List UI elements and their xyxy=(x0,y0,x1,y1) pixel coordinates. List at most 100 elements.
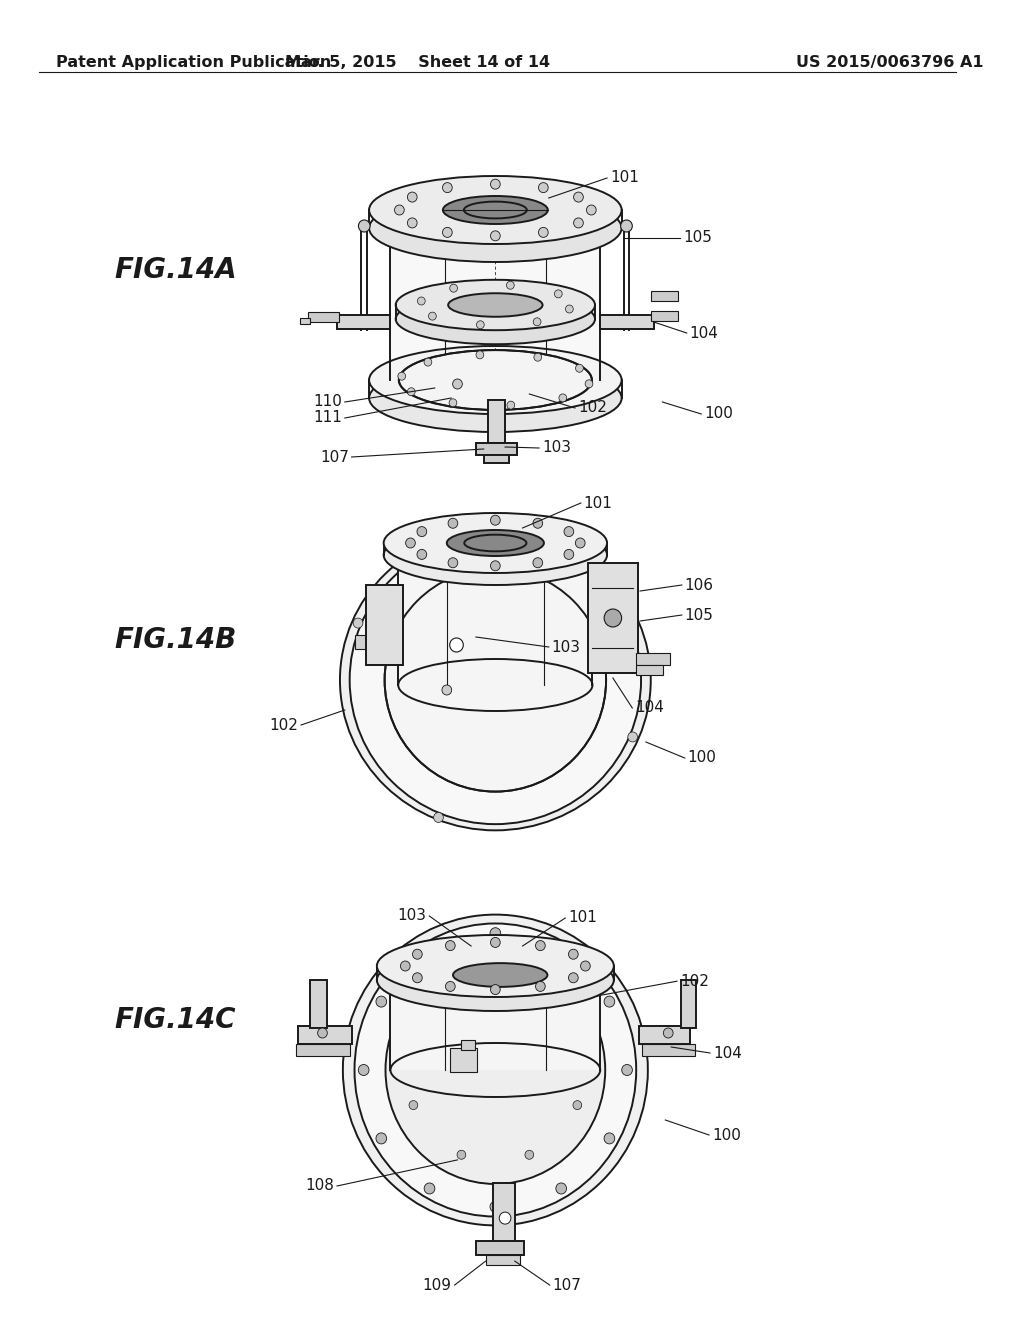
Ellipse shape xyxy=(399,350,592,411)
Circle shape xyxy=(507,401,515,409)
Bar xyxy=(398,554,593,685)
Circle shape xyxy=(418,297,425,305)
Circle shape xyxy=(532,519,543,528)
Circle shape xyxy=(392,595,401,605)
Circle shape xyxy=(556,946,566,957)
Circle shape xyxy=(442,227,453,238)
Circle shape xyxy=(490,561,500,570)
Circle shape xyxy=(573,193,584,202)
Circle shape xyxy=(532,558,543,568)
Circle shape xyxy=(400,961,411,972)
Text: 108: 108 xyxy=(305,1179,334,1193)
Circle shape xyxy=(564,527,573,537)
Circle shape xyxy=(406,539,416,548)
Circle shape xyxy=(317,1028,328,1038)
Text: 102: 102 xyxy=(269,718,298,733)
Text: 103: 103 xyxy=(542,441,571,455)
Circle shape xyxy=(353,618,362,628)
Circle shape xyxy=(476,351,483,359)
Text: 110: 110 xyxy=(313,395,342,409)
Circle shape xyxy=(573,1031,582,1039)
Circle shape xyxy=(622,1064,633,1076)
Circle shape xyxy=(376,1133,387,1144)
Circle shape xyxy=(490,180,500,189)
Circle shape xyxy=(554,290,562,298)
Circle shape xyxy=(408,193,417,202)
Bar xyxy=(487,400,505,444)
Circle shape xyxy=(372,635,381,644)
Circle shape xyxy=(559,393,566,401)
Circle shape xyxy=(575,364,584,372)
Text: Mar. 5, 2015  Sheet 14 of 14: Mar. 5, 2015 Sheet 14 of 14 xyxy=(285,54,550,70)
Bar xyxy=(494,1183,515,1253)
Circle shape xyxy=(525,1150,534,1159)
Circle shape xyxy=(490,1201,501,1212)
Circle shape xyxy=(525,981,534,990)
Circle shape xyxy=(409,1101,418,1110)
Circle shape xyxy=(398,372,406,380)
Ellipse shape xyxy=(369,194,622,261)
Ellipse shape xyxy=(369,364,622,432)
Circle shape xyxy=(450,638,463,652)
Ellipse shape xyxy=(377,949,613,1011)
Circle shape xyxy=(628,733,638,742)
Circle shape xyxy=(450,399,457,407)
Circle shape xyxy=(442,685,452,696)
Circle shape xyxy=(428,312,436,321)
Circle shape xyxy=(358,1064,369,1076)
Circle shape xyxy=(424,358,432,366)
Text: 104: 104 xyxy=(689,326,719,341)
Bar xyxy=(450,1048,477,1072)
Circle shape xyxy=(476,321,484,329)
Circle shape xyxy=(568,949,579,960)
Ellipse shape xyxy=(384,513,607,573)
Ellipse shape xyxy=(349,536,641,824)
Circle shape xyxy=(457,981,466,990)
Circle shape xyxy=(536,981,545,991)
Bar xyxy=(390,201,600,374)
Circle shape xyxy=(536,941,545,950)
Text: 101: 101 xyxy=(584,495,612,511)
Bar xyxy=(485,1255,519,1265)
Bar xyxy=(367,585,403,665)
Bar xyxy=(600,315,653,329)
Circle shape xyxy=(424,946,435,957)
Bar xyxy=(642,1044,695,1056)
Circle shape xyxy=(442,182,453,193)
Bar xyxy=(651,290,678,301)
Circle shape xyxy=(413,949,422,960)
Circle shape xyxy=(548,537,557,548)
Text: 101: 101 xyxy=(568,911,597,925)
Bar xyxy=(636,653,670,665)
Circle shape xyxy=(534,354,542,362)
Ellipse shape xyxy=(446,531,544,556)
Text: 103: 103 xyxy=(397,908,426,924)
Circle shape xyxy=(573,1101,582,1110)
Circle shape xyxy=(376,997,387,1007)
Text: 107: 107 xyxy=(319,450,349,465)
Circle shape xyxy=(539,182,548,193)
Ellipse shape xyxy=(449,293,543,317)
Circle shape xyxy=(408,388,415,396)
Circle shape xyxy=(413,973,422,983)
Text: 101: 101 xyxy=(610,170,639,186)
Text: 100: 100 xyxy=(705,407,733,421)
Bar xyxy=(390,953,600,1071)
Circle shape xyxy=(433,813,443,822)
Text: 106: 106 xyxy=(685,578,714,593)
Ellipse shape xyxy=(340,529,651,830)
Ellipse shape xyxy=(377,935,613,997)
Text: 105: 105 xyxy=(683,231,712,246)
Circle shape xyxy=(534,318,541,326)
Text: 104: 104 xyxy=(713,1045,741,1060)
Circle shape xyxy=(424,1183,435,1195)
Circle shape xyxy=(507,281,514,289)
Bar xyxy=(588,564,638,673)
Circle shape xyxy=(490,928,501,939)
Circle shape xyxy=(490,985,500,994)
Circle shape xyxy=(457,1150,466,1159)
Bar xyxy=(300,318,310,323)
Ellipse shape xyxy=(385,569,606,792)
Bar xyxy=(476,1241,524,1255)
Bar xyxy=(398,529,593,685)
